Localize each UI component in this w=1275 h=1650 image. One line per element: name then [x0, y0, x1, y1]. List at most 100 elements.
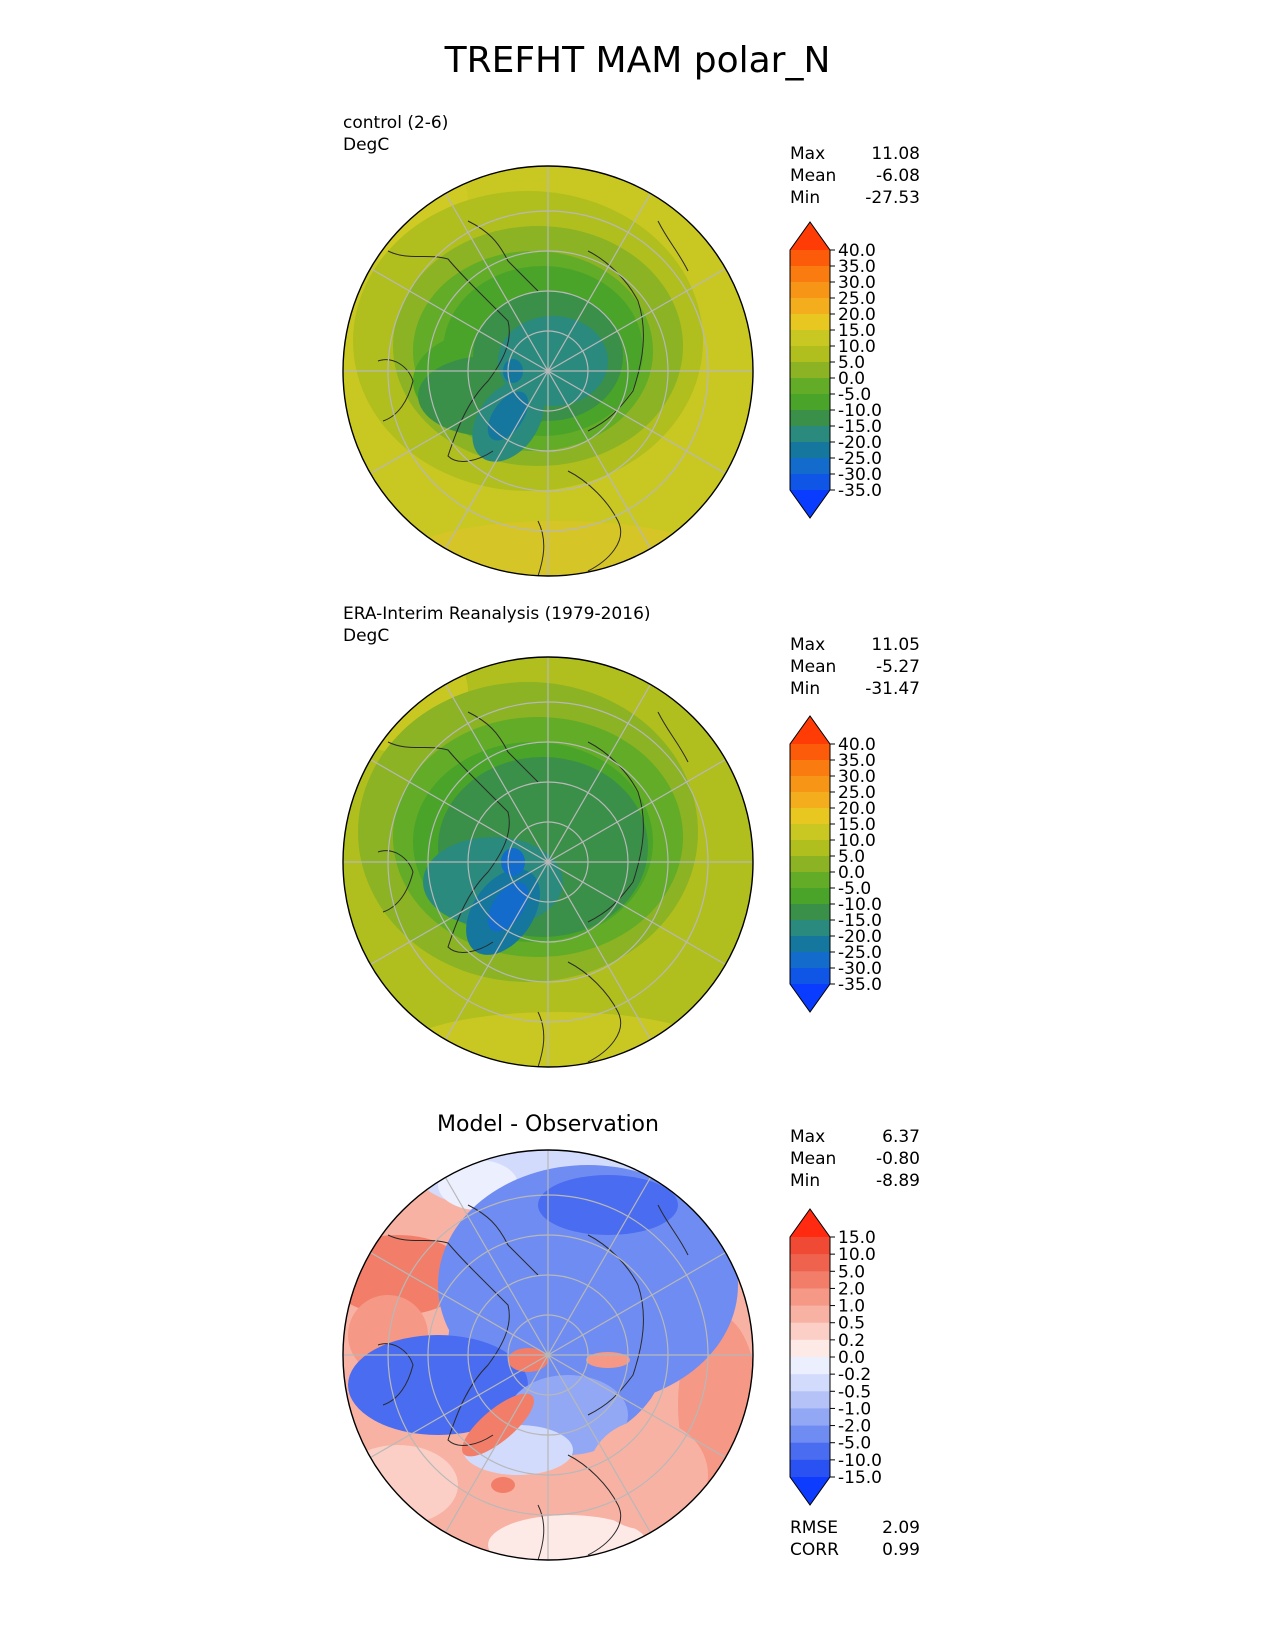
colorbar-tick-label: 15.0 [838, 321, 876, 341]
colorbar-tick-label: -0.2 [838, 1365, 871, 1385]
map-boundary [342, 656, 754, 1068]
stat-row: Max 11.08 [790, 143, 920, 165]
colorbar-tick-label: 30.0 [838, 767, 876, 787]
colorbar-band [790, 282, 830, 299]
colorbar-tick-label: 0.0 [838, 1348, 865, 1368]
stat-value: -8.89 [876, 1171, 920, 1191]
colorbar-tick-label: 10.0 [838, 1245, 876, 1265]
test-stats: Max 11.08 Mean -6.08 Min -27.53 [790, 143, 920, 209]
stat-label: Max [790, 1127, 826, 1147]
colorbar-tick-label: 1.0 [838, 1297, 865, 1317]
colorbar-tick-label: 15.0 [838, 815, 876, 835]
metric-row: RMSE 2.09 [790, 1517, 920, 1539]
colorbar-band [790, 936, 830, 953]
stat-row: Mean -5.27 [790, 656, 920, 678]
colorbar-extend-max [790, 716, 830, 744]
colorbar-band [790, 1425, 830, 1444]
colorbar-band [790, 840, 830, 857]
coastlines [377, 1204, 689, 1560]
colorbar-tick-label: -1.0 [838, 1399, 871, 1419]
colorbar-extend-min [790, 1477, 830, 1505]
stat-row: Mean -0.80 [790, 1148, 920, 1170]
colorbar-tick-label: -20.0 [838, 927, 882, 947]
colorbar-band [790, 1459, 830, 1478]
colorbar-band [790, 1374, 830, 1392]
colorbar-band [790, 776, 830, 793]
stat-value: -5.27 [876, 657, 920, 677]
colorbar-tick-label: -15.0 [838, 1468, 882, 1488]
colorbar-band [790, 394, 830, 411]
difference-stats: Max 6.37 Mean -0.80 Min -8.89 [790, 1126, 920, 1192]
colorbar-band [790, 888, 830, 905]
colorbar-band [790, 808, 830, 825]
colorbar-band [790, 1322, 830, 1341]
test-dataset-name: control (2-6) [343, 113, 449, 133]
stat-label: Mean [790, 657, 837, 677]
stat-row: Max 11.05 [790, 634, 920, 656]
colorbar-band [790, 1254, 830, 1272]
colorbar-band [790, 474, 830, 491]
colorbar-tick-label: -5.0 [838, 1434, 871, 1454]
colorbar-band [790, 314, 830, 331]
reference-stats: Max 11.05 Mean -5.27 Min -31.47 [790, 634, 920, 700]
colorbar-band [790, 346, 830, 363]
stat-row: Max 6.37 [790, 1126, 920, 1148]
metric-label: CORR [790, 1540, 839, 1560]
stat-label: Min [790, 188, 821, 208]
colorbar-tick-label: -30.0 [838, 465, 882, 485]
colorbar-band [790, 442, 830, 459]
metric-row: CORR 0.99 [790, 1539, 920, 1561]
stat-row: Min -27.53 [790, 187, 920, 209]
colorbar-band [790, 298, 830, 315]
colorbar-band [790, 904, 830, 921]
colorbar-tick-label: -15.0 [838, 417, 882, 437]
colorbar-band [790, 744, 830, 761]
colorbar-band [790, 1408, 830, 1427]
stat-value: 11.05 [871, 635, 920, 655]
colorbar-band [790, 1357, 830, 1375]
colorbar-band [790, 330, 830, 347]
colorbar-tick-label: -5.0 [838, 385, 871, 405]
colorbar-band [790, 1237, 830, 1255]
colorbar-band [790, 378, 830, 395]
colorbar-band [790, 458, 830, 475]
test-colorbar: 40.035.030.025.020.015.010.05.00.0-5.0-1… [789, 221, 882, 519]
stat-row: Min -8.89 [790, 1170, 920, 1192]
stat-label: Min [790, 679, 821, 699]
colorbar-band [790, 920, 830, 937]
colorbar-tick-label: 0.5 [838, 1314, 865, 1334]
colorbar-tick-label: 5.0 [838, 1262, 865, 1282]
colorbar-extend-max [790, 222, 830, 250]
reference-panel-label: ERA-Interim Reanalysis (1979-2016) DegC [343, 603, 651, 647]
colorbar-tick-label: -10.0 [838, 1451, 882, 1471]
colorbar-tick-label: 20.0 [838, 305, 876, 325]
colorbar-band [790, 824, 830, 841]
colorbar-band [790, 792, 830, 809]
colorbar-extend-max [790, 1209, 830, 1237]
reference-colorbar: 40.035.030.025.020.015.010.05.00.0-5.0-1… [789, 715, 882, 1013]
graticule [343, 657, 753, 1067]
reference-polar-map [342, 656, 754, 1068]
colorbar-tick-label: 35.0 [838, 751, 876, 771]
graticule [343, 1150, 753, 1560]
colorbar-band [790, 266, 830, 283]
colorbar-band [790, 410, 830, 427]
reference-units: DegC [343, 626, 390, 646]
colorbar-tick-label: 35.0 [838, 257, 876, 277]
colorbar-band [790, 1339, 830, 1358]
difference-colorbar: 15.010.05.02.01.00.50.20.0-0.2-0.5-1.0-2… [789, 1208, 882, 1506]
colorbar-tick-label: -35.0 [838, 481, 882, 501]
stat-value: -31.47 [865, 679, 920, 699]
reference-dataset-name: ERA-Interim Reanalysis (1979-2016) [343, 604, 651, 624]
colorbar-band [790, 1391, 830, 1409]
colorbar-band [790, 1271, 830, 1289]
difference-metrics: RMSE 2.09 CORR 0.99 [790, 1517, 920, 1561]
colorbar-tick-label: 0.0 [838, 369, 865, 389]
stat-value: -0.80 [876, 1149, 920, 1169]
map-boundary [342, 1149, 754, 1561]
colorbar-tick-label: 0.0 [838, 863, 865, 883]
colorbar-tick-label: 15.0 [838, 1228, 876, 1248]
colorbar-band [790, 1442, 830, 1461]
colorbar-tick-label: 40.0 [838, 735, 876, 755]
figure-title: TREFHT MAM polar_N [444, 40, 831, 81]
